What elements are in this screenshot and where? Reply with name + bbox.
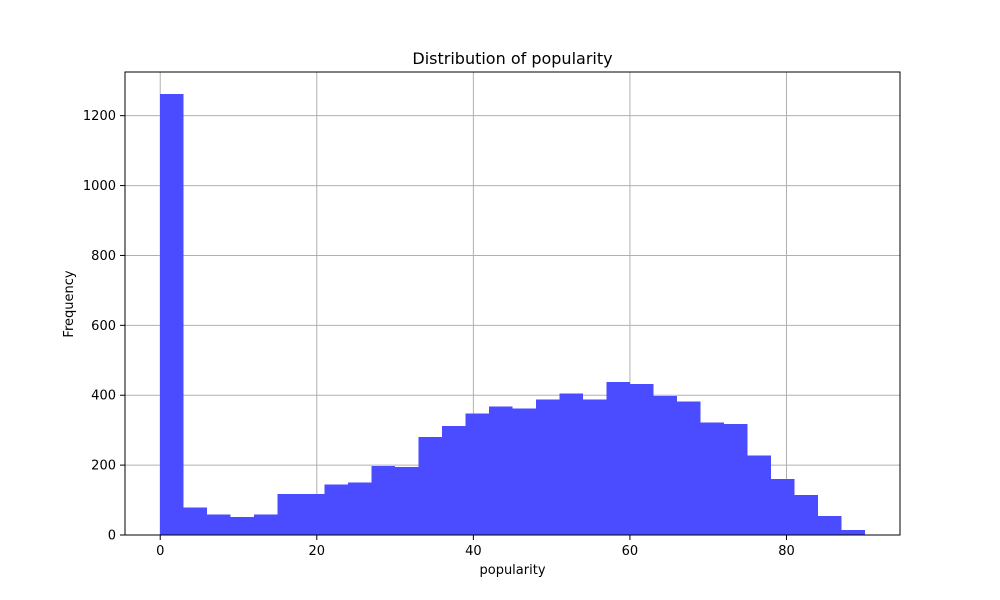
x-tick-label: 20 <box>309 544 326 559</box>
x-tick-label: 60 <box>622 544 639 559</box>
histogram-bar <box>747 455 771 535</box>
histogram-bar <box>653 395 677 535</box>
histogram-bar <box>418 437 443 535</box>
histogram-bar <box>559 393 583 535</box>
histogram-bar <box>254 514 278 535</box>
x-tick-label: 0 <box>156 544 164 559</box>
histogram-bar <box>230 516 255 535</box>
y-tick-label: 1200 <box>83 109 116 124</box>
y-tick-label: 1000 <box>83 179 116 194</box>
histogram-bar <box>207 514 231 535</box>
histogram-bar <box>606 381 630 535</box>
histogram-bar <box>770 479 795 535</box>
chart-title: Distribution of popularity <box>412 49 612 68</box>
y-tick-label: 600 <box>91 319 116 334</box>
x-tick-label: 40 <box>465 544 482 559</box>
x-axis-label: popularity <box>479 563 545 578</box>
histogram-bar <box>348 482 372 535</box>
histogram-bar <box>841 529 865 535</box>
x-tick-label: 80 <box>778 544 795 559</box>
histogram-bar <box>183 507 208 535</box>
y-tick-label: 200 <box>91 459 116 474</box>
histogram-bar <box>794 494 818 535</box>
histogram-bar <box>395 466 419 535</box>
histogram-bar <box>301 493 325 535</box>
y-tick-label: 800 <box>91 249 116 264</box>
histogram-bar <box>371 465 396 535</box>
histogram-bar <box>535 399 560 535</box>
histogram-bar <box>700 422 724 535</box>
histogram-bar <box>723 423 748 535</box>
histogram-bar <box>277 493 302 535</box>
y-tick-label: 400 <box>91 389 116 404</box>
histogram-bar <box>442 425 466 535</box>
histogram-bar <box>676 401 701 535</box>
histogram-bar <box>465 413 490 535</box>
histogram-bar <box>160 94 184 535</box>
histogram-bar <box>817 515 842 535</box>
histogram-bar <box>324 484 349 535</box>
histogram-bars <box>160 94 865 535</box>
histogram-bar <box>582 399 607 535</box>
y-tick-label: 0 <box>108 529 116 544</box>
y-axis-label: Frequency <box>62 270 77 337</box>
histogram-bar <box>629 384 654 535</box>
histogram-bar <box>489 406 513 535</box>
plot-frame <box>124 71 901 536</box>
histogram-bar <box>512 408 536 535</box>
